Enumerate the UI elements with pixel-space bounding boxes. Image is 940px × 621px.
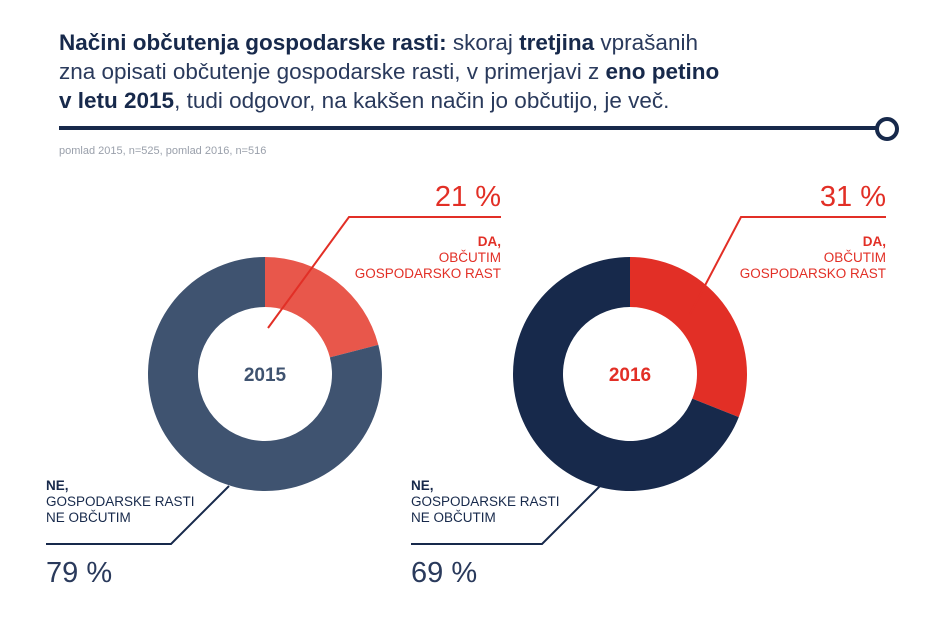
value-label-ne-2015: 79 % <box>46 557 112 589</box>
title-part-5: zna opisati občutenje gospodarske rasti,… <box>59 59 606 84</box>
donut-2016-slice-ne <box>513 257 739 491</box>
connector-line-ne-2015 <box>46 485 230 545</box>
donut-2015-slice-ne <box>148 257 382 492</box>
category-label-ne-line-1: GOSPODARSKE RASTI <box>411 494 560 509</box>
donut-center-label-2016: 2016 <box>609 365 651 386</box>
category-label-ne-line-1: GOSPODARSKE RASTI <box>46 494 195 509</box>
title-part-8: v letu 2015 <box>59 88 175 113</box>
title-part-6: eno petino <box>605 59 720 84</box>
value-label-da-2016: 31 % <box>820 181 886 213</box>
category-label-da-line-0: DA, <box>863 234 886 249</box>
category-label-ne-line-0: NE, <box>46 478 69 493</box>
connector-line-da-2015 <box>267 216 501 329</box>
value-label-da-2015: 21 % <box>435 181 501 213</box>
connector-line-da-2016 <box>689 216 886 315</box>
category-label-da-line-1: OBČUTIM <box>824 250 886 265</box>
title-part-3: vprašanih <box>594 30 698 55</box>
title-part-0: Načini občutenja gospodarske rasti: <box>59 30 447 55</box>
category-label-ne-line-0: NE, <box>411 478 434 493</box>
connector-line-ne-2016 <box>411 485 601 545</box>
category-label-da-line-0: DA, <box>478 234 501 249</box>
title-part-9: , tudi odgovor, na kakšen način jo občut… <box>174 88 670 113</box>
value-label-ne-2016: 69 % <box>411 557 477 589</box>
category-label-ne-line-2: NE OBČUTIM <box>46 510 131 525</box>
title-part-2: tretjina <box>519 30 595 55</box>
title-underline-end-dot <box>875 117 899 141</box>
category-label-da-line-1: OBČUTIM <box>439 250 501 265</box>
category-label-da-line-2: GOSPODARSKO RAST <box>355 266 501 281</box>
title-underline <box>59 126 877 130</box>
title-part-1: skoraj <box>446 30 520 55</box>
chart-title: Načini občutenja gospodarske rasti: skor… <box>59 28 859 115</box>
donut-2016-slice-da <box>630 257 747 418</box>
category-label-da-line-2: GOSPODARSKO RAST <box>740 266 886 281</box>
category-label-ne-line-2: NE OBČUTIM <box>411 510 496 525</box>
sample-note: pomlad 2015, n=525, pomlad 2016, n=516 <box>59 145 267 157</box>
donut-2015-slice-da <box>265 257 379 358</box>
donut-center-label-2015: 2015 <box>244 365 287 386</box>
